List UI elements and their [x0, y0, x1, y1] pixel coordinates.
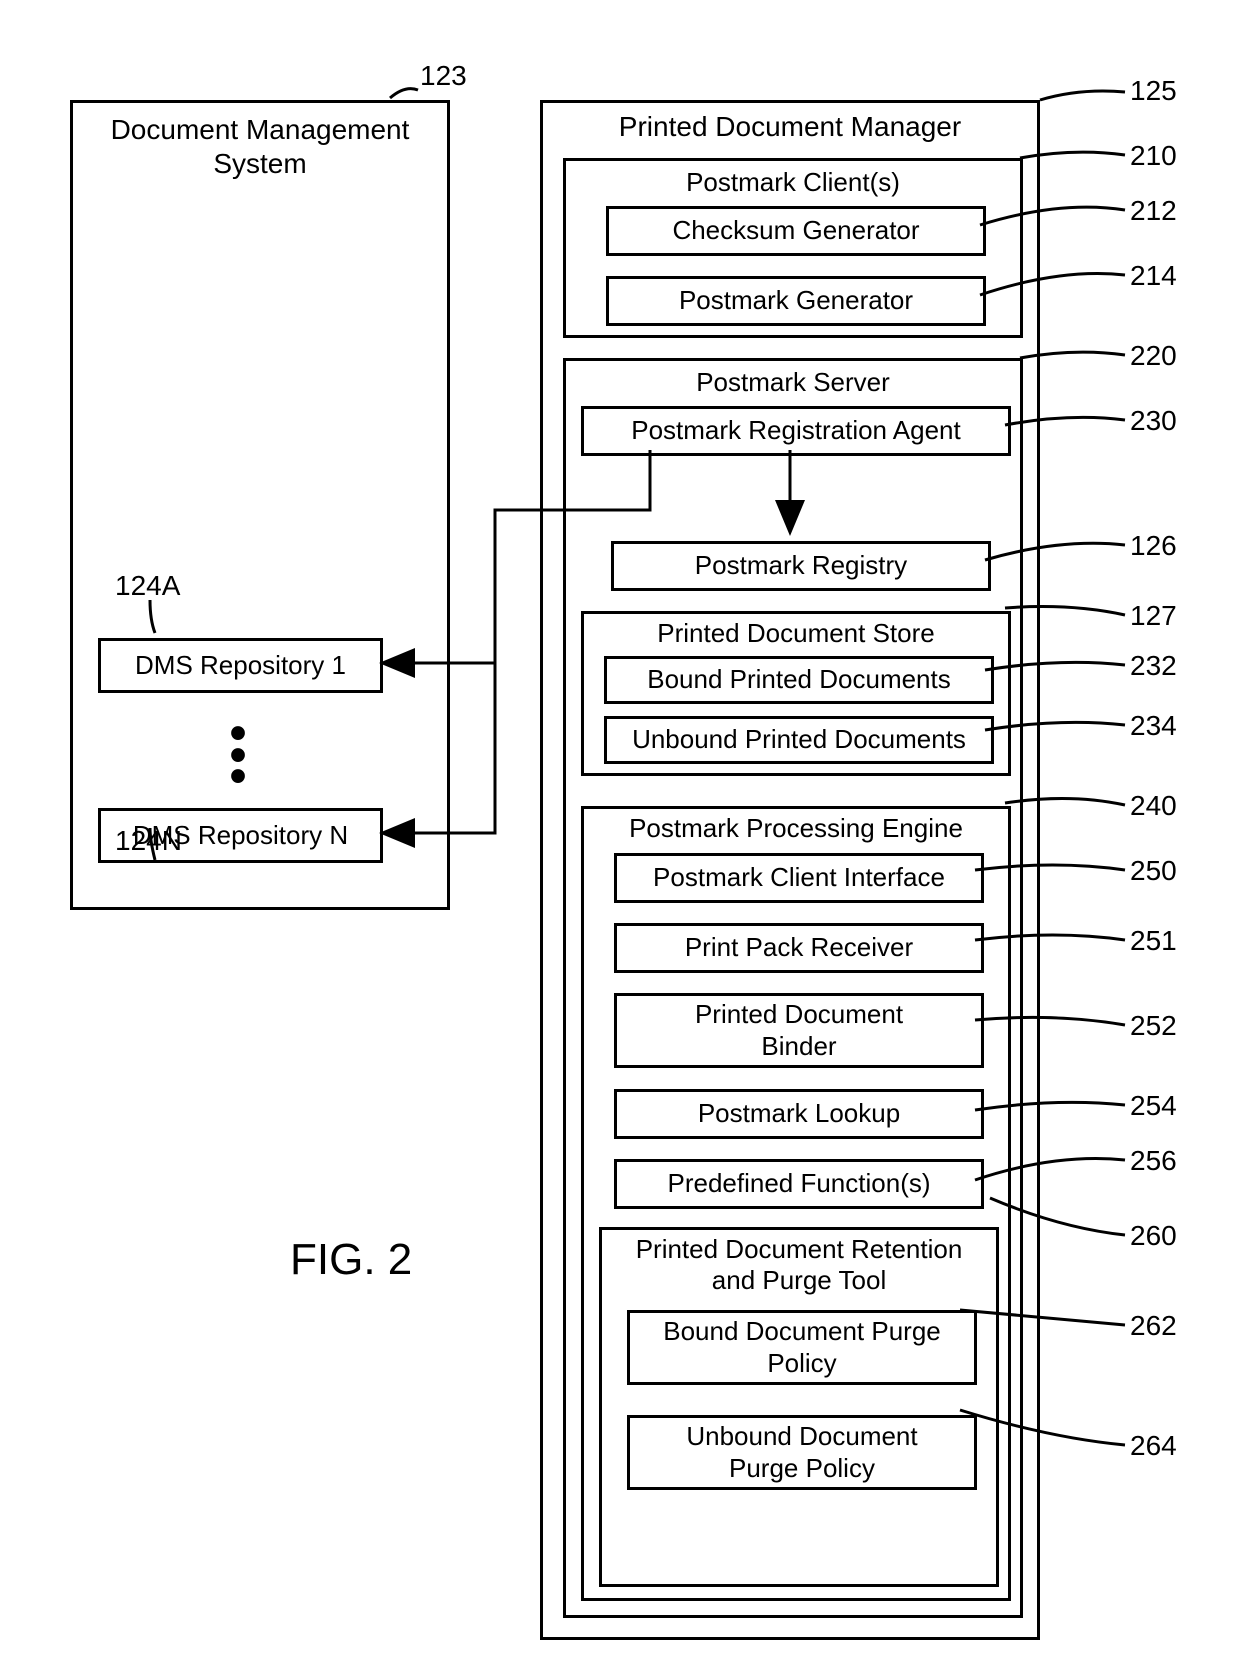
upp-label: Unbound Document Purge Policy [686, 1421, 917, 1483]
unbound-purge-policy: Unbound Document Purge Policy [627, 1415, 977, 1490]
predefined-functions: Predefined Function(s) [614, 1159, 984, 1209]
postmark-server-title: Postmark Server [566, 367, 1020, 398]
postmark-client-interface: Postmark Client Interface [614, 853, 984, 903]
bound-printed-docs-label: Bound Printed Documents [647, 664, 951, 695]
dms-repo-1-label: DMS Repository 1 [135, 650, 346, 681]
diagram-root: Document Management System DMS Repositor… [0, 0, 1240, 1675]
ref-260: 260 [1130, 1220, 1177, 1252]
pdb-label: Printed Document Binder [695, 999, 903, 1061]
dms-container: Document Management System DMS Repositor… [70, 100, 450, 910]
postmark-reg-agent: Postmark Registration Agent [581, 406, 1011, 456]
bpp-label: Bound Document Purge Policy [663, 1316, 941, 1378]
printed-doc-store: Printed Document Store Bound Printed Doc… [581, 611, 1011, 776]
ref-250: 250 [1130, 855, 1177, 887]
postmark-clients-group: Postmark Client(s) Checksum Generator Po… [563, 158, 1023, 338]
ref-264: 264 [1130, 1430, 1177, 1462]
ref-220: 220 [1130, 340, 1177, 372]
pdm-title: Printed Document Manager [543, 111, 1037, 143]
checksum-generator: Checksum Generator [606, 206, 986, 256]
ref-123: 123 [420, 60, 467, 92]
unbound-printed-docs: Unbound Printed Documents [604, 716, 994, 764]
ref-230: 230 [1130, 405, 1177, 437]
ref-127: 127 [1130, 600, 1177, 632]
postmark-registry-label: Postmark Registry [695, 550, 907, 581]
postmark-processing-engine: Postmark Processing Engine Postmark Clie… [581, 806, 1011, 1601]
ref-125: 125 [1130, 75, 1177, 107]
bound-purge-policy: Bound Document Purge Policy [627, 1310, 977, 1385]
vertical-dots-icon: ••• [223, 723, 253, 788]
pci-label: Postmark Client Interface [653, 862, 945, 893]
ref-254: 254 [1130, 1090, 1177, 1122]
unbound-printed-docs-label: Unbound Printed Documents [632, 724, 966, 755]
ref-240: 240 [1130, 790, 1177, 822]
purge-tool-title: Printed Document Retention and Purge Too… [602, 1234, 996, 1296]
ref-262: 262 [1130, 1310, 1177, 1342]
postmark-registry: Postmark Registry [611, 541, 991, 591]
postmark-server-group: Postmark Server Postmark Registration Ag… [563, 358, 1023, 1618]
ref-252: 252 [1130, 1010, 1177, 1042]
ref-234: 234 [1130, 710, 1177, 742]
postmark-clients-title: Postmark Client(s) [566, 167, 1020, 198]
dms-title: Document Management System [73, 113, 447, 180]
dms-repo-1: DMS Repository 1 [98, 638, 383, 693]
postmark-generator: Postmark Generator [606, 276, 986, 326]
checksum-generator-label: Checksum Generator [672, 215, 919, 246]
ref-256: 256 [1130, 1145, 1177, 1177]
ref-210: 210 [1130, 140, 1177, 172]
ref-214: 214 [1130, 260, 1177, 292]
ppe-title: Postmark Processing Engine [584, 813, 1008, 844]
pf-label: Predefined Function(s) [667, 1168, 930, 1199]
ref-251: 251 [1130, 925, 1177, 957]
postmark-reg-agent-label: Postmark Registration Agent [631, 415, 961, 446]
ref-124a: 124A [115, 570, 180, 602]
postmark-lookup: Postmark Lookup [614, 1089, 984, 1139]
purge-tool: Printed Document Retention and Purge Too… [599, 1227, 999, 1587]
ref-212: 212 [1130, 195, 1177, 227]
ref-126: 126 [1130, 530, 1177, 562]
postmark-generator-label: Postmark Generator [679, 285, 913, 316]
pdm-container: Printed Document Manager Postmark Client… [540, 100, 1040, 1640]
print-pack-receiver: Print Pack Receiver [614, 923, 984, 973]
ref-124n: 124N [115, 825, 182, 857]
pl-label: Postmark Lookup [698, 1098, 900, 1129]
figure-label: FIG. 2 [290, 1235, 412, 1285]
ppr-label: Print Pack Receiver [685, 932, 913, 963]
printed-doc-binder: Printed Document Binder [614, 993, 984, 1068]
bound-printed-docs: Bound Printed Documents [604, 656, 994, 704]
printed-doc-store-title: Printed Document Store [584, 618, 1008, 649]
ref-232: 232 [1130, 650, 1177, 682]
